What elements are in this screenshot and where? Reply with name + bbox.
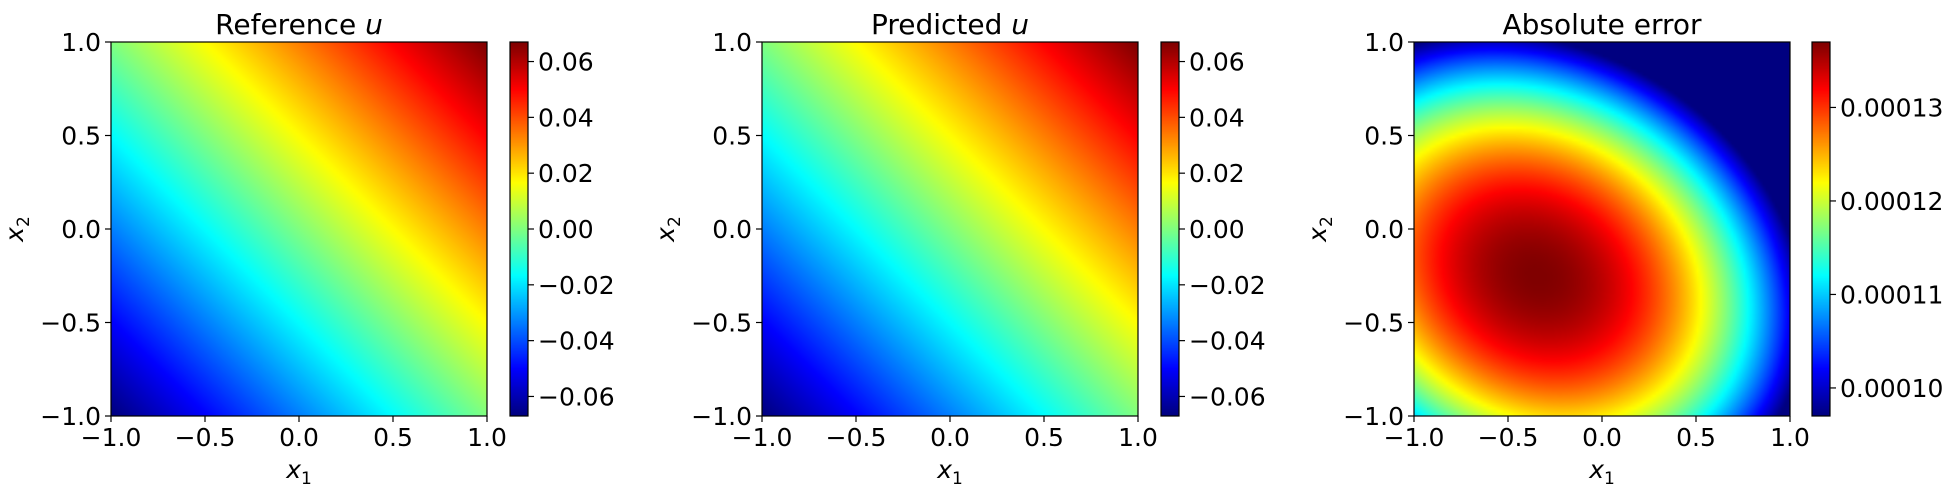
y-tick-label: 1.0 — [61, 28, 101, 57]
y-tick-label: −0.5 — [1343, 309, 1404, 338]
x-tick-label: 1.0 — [467, 423, 507, 452]
heatmap-image — [762, 42, 1138, 416]
colorbar-tick-label: 0.00011 — [1840, 280, 1943, 309]
colorbar — [1161, 42, 1179, 416]
subplot-2: Predicted u−1.0 −0.5 0.0 0.5 1.0−1.0−0.50.00… — [651, 8, 1266, 486]
y-tick-label: −1.0 — [691, 402, 752, 431]
x-tick-label: −0.5 — [1478, 423, 1539, 452]
y-tick-label: 0.0 — [712, 215, 752, 244]
chart-title: Predicted u — [871, 8, 1029, 41]
colorbar-tick-label: 0.00010 — [1840, 374, 1943, 403]
colorbar-tick-label: 0.06 — [1189, 48, 1245, 77]
colorbar — [1812, 42, 1830, 416]
y-tick-label: −0.5 — [40, 309, 101, 338]
colorbar-tick-label: 0.02 — [1189, 159, 1245, 188]
colorbar-tick-label: 0.06 — [538, 48, 594, 77]
y-tick-label: 0.5 — [712, 122, 752, 151]
colorbar-tick-label: 0.00 — [1189, 215, 1245, 244]
y-tick-label: 0.0 — [61, 215, 101, 244]
colorbar-tick-label: −0.04 — [1189, 327, 1266, 356]
colorbar-tick-label: 0.00 — [538, 215, 594, 244]
colorbar — [510, 42, 528, 416]
x-tick-label: 0.0 — [1582, 423, 1622, 452]
colorbar-tick-label: −0.02 — [1189, 271, 1266, 300]
x-tick-label: −1.0 — [1384, 423, 1445, 452]
colorbar-tick-label: −0.02 — [538, 271, 615, 300]
colorbar-tick-label: 0.04 — [538, 103, 594, 132]
y-axis-label: x2 — [0, 216, 34, 243]
x-tick-label: 0.0 — [279, 423, 319, 452]
chart-title-text: Predicted — [871, 8, 1011, 41]
x-tick-label: −1.0 — [81, 423, 142, 452]
subplot-1: Reference u−1.0 −0.5 0.0 0.5 1.0−1.0−0.50.00… — [0, 8, 615, 486]
y-tick-label: 0.5 — [61, 122, 101, 151]
colorbar-tick-label: 0.02 — [538, 159, 594, 188]
colorbar-tick-label: −0.04 — [538, 327, 615, 356]
x-tick-label: 0.5 — [373, 423, 413, 452]
x-tick-label: 0.0 — [930, 423, 970, 452]
x-tick-label: 0.5 — [1676, 423, 1716, 452]
chart-title: Absolute error — [1502, 8, 1702, 41]
y-tick-label: −1.0 — [40, 402, 101, 431]
y-tick-label: −0.5 — [691, 309, 752, 338]
x-tick-label: −0.5 — [175, 423, 236, 452]
y-tick-label: 0.0 — [1364, 215, 1404, 244]
colorbar-frame — [1811, 41, 1831, 417]
y-tick-label: 1.0 — [1364, 28, 1404, 57]
colorbar-tick-label: 0.04 — [1189, 103, 1245, 132]
x-axis-label: x1 — [285, 455, 312, 486]
x-tick-label: 0.5 — [1024, 423, 1064, 452]
y-tick-label: 1.0 — [712, 28, 752, 57]
colorbar-tick-label: −0.06 — [538, 382, 615, 411]
chart-title-variable: u — [1011, 8, 1029, 41]
colorbar-tick-label: 0.00013 — [1840, 93, 1943, 122]
chart-title-text: Absolute error — [1502, 8, 1702, 41]
chart-title-variable: u — [365, 8, 383, 41]
colorbar-tick-label: −0.06 — [1189, 382, 1266, 411]
x-axis-label: x1 — [1588, 455, 1615, 486]
chart-title: Reference u — [215, 8, 383, 41]
chart-title-text: Reference — [215, 8, 365, 41]
y-tick-label: 0.5 — [1364, 122, 1404, 151]
x-tick-label: 1.0 — [1770, 423, 1810, 452]
heatmap-image — [111, 42, 487, 416]
y-tick-label: −1.0 — [1343, 402, 1404, 431]
subplot-3: Absolute error −1.0 −0.5 0.0 0.5 1.0 −1.0 −0.5 0… — [1303, 8, 1943, 486]
x-axis-label: x1 — [936, 455, 963, 486]
x-tick-label: −0.5 — [826, 423, 887, 452]
y-axis-label: x2 — [1303, 216, 1337, 243]
x-tick-label: −1.0 — [732, 423, 793, 452]
heatmap-image — [1414, 42, 1790, 416]
y-axis-label: x2 — [651, 216, 685, 243]
x-tick-label: 1.0 — [1118, 423, 1158, 452]
colorbar-tick-label: 0.00012 — [1840, 187, 1943, 216]
